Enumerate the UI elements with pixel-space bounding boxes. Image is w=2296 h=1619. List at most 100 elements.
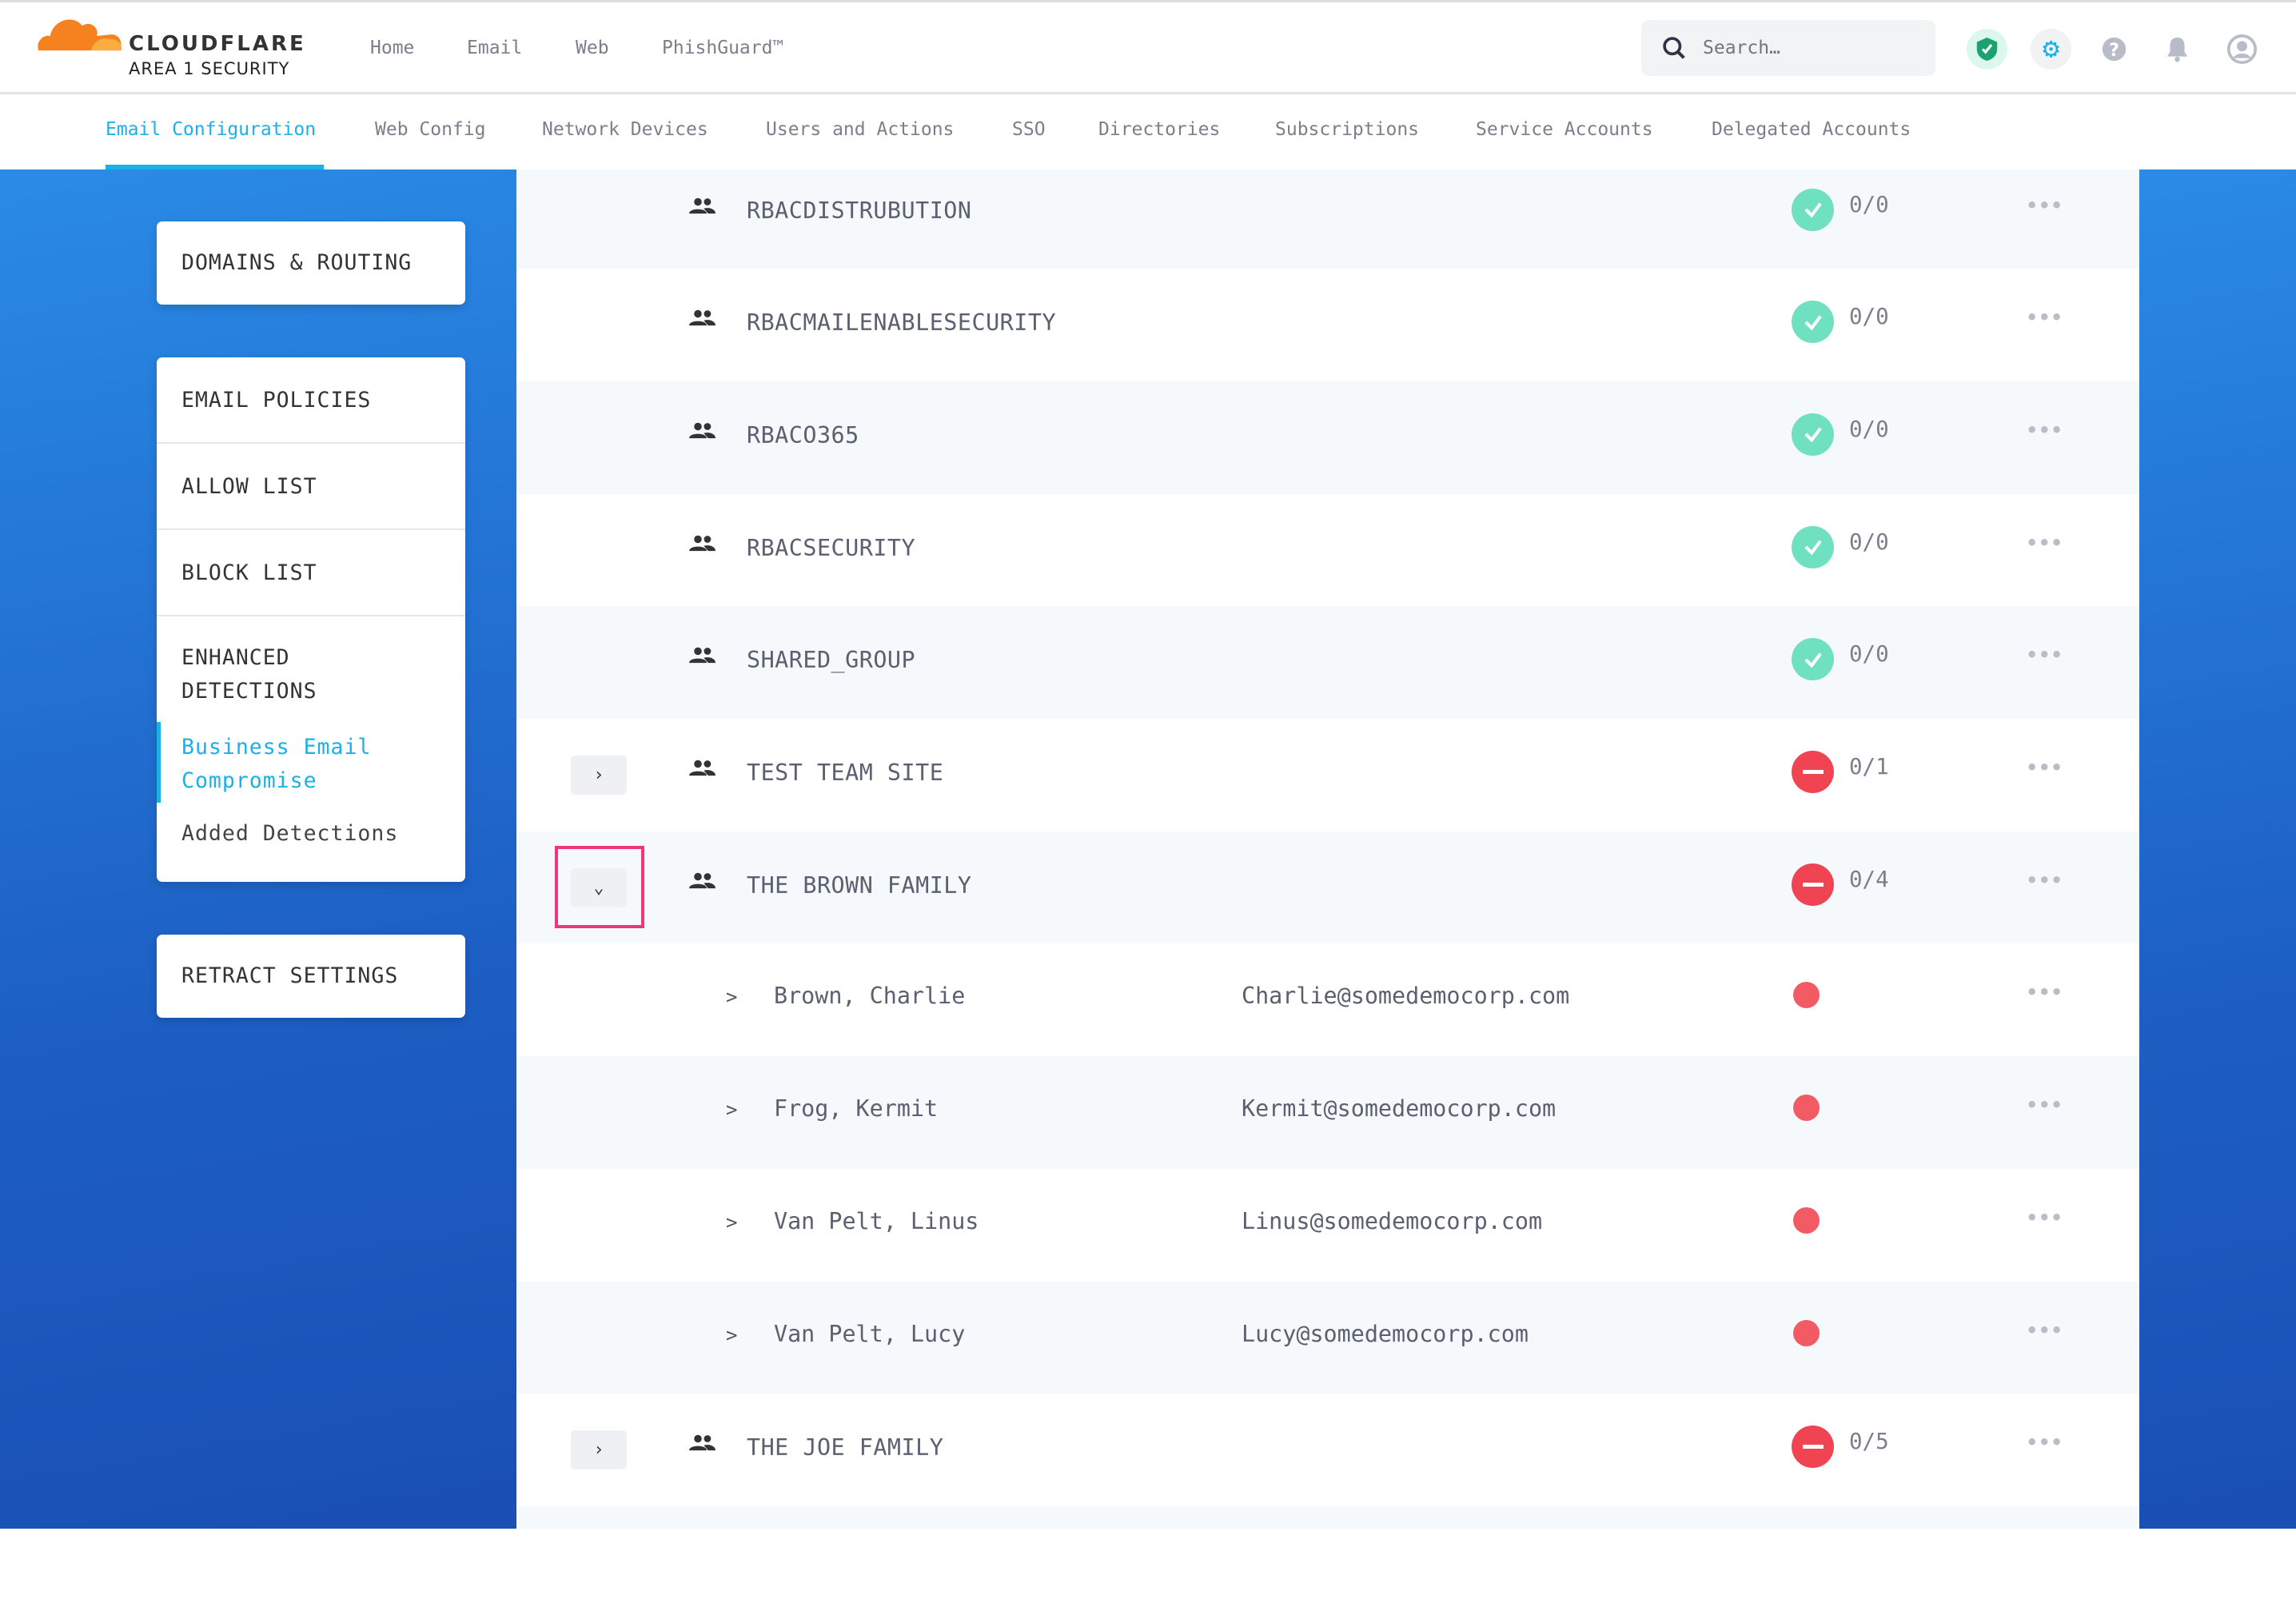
highlight-box [555,845,644,928]
member-row[interactable]: > Van Pelt, Linus Linus@somedemocorp.com ••… [516,1169,2139,1282]
group-icon [689,760,716,780]
group-row[interactable]: RBACDISTRUBUTION 0/0 ••• [516,169,2139,269]
member-row[interactable]: > Frog, Kermit Kermit@somedemocorp.com ••• [516,1056,2139,1169]
status-ok-icon [1792,525,1834,568]
more-options-icon[interactable]: ••• [2025,1203,2063,1231]
tab-delegated-accounts[interactable]: Delegated Accounts [1712,119,1911,140]
nav-home[interactable]: Home [370,38,415,58]
gear-icon[interactable]: ⚙ [2031,29,2071,70]
sidebar-item-retract-settings[interactable]: RETRACT SETTINGS [181,963,399,988]
status-error-dot [1793,1206,1820,1234]
sidebar-item-allow-list[interactable]: ALLOW LIST [181,474,317,499]
status-ok-icon [1792,301,1834,344]
tab-directories[interactable]: Directories [1098,119,1221,140]
page: CLOUDFLARE AREA 1 SECURITY Home Email We… [0,0,2296,1529]
collapse-button[interactable]: ⌄ [571,867,627,907]
chevron-right-icon[interactable]: > [726,986,738,1009]
search-box[interactable] [1641,20,1935,76]
row-content: › TEST TEAM SITE 0/1 ••• [516,719,2139,831]
status-ok-icon [1792,188,1834,231]
nav-phishguard[interactable]: PhishGuard™ [662,38,784,58]
more-options-icon[interactable]: ••• [2025,416,2063,444]
group-name: SHARED_GROUP [747,647,916,674]
group-icon [689,309,716,330]
chevron-right-icon[interactable]: > [726,1099,738,1122]
member-count: 0/0 [1849,528,1889,555]
sidebar-card-policies: EMAIL POLICIES ALLOW LIST BLOCK LIST ENH… [157,357,465,882]
row-content: > Frog, Kermit Kermit@somedemocorp.com ••• [516,1056,2139,1169]
user-avatar-icon[interactable] [2222,29,2262,70]
tab-email-configuration[interactable]: Email Configuration [106,119,317,140]
more-options-icon[interactable]: ••• [2025,866,2063,894]
group-icon [689,647,716,668]
more-options-icon[interactable]: ••• [2025,1429,2063,1457]
brand-name: CLOUDFLARE [129,32,306,56]
tab-sso[interactable]: SSO [1012,119,1046,140]
divider [157,615,465,616]
cloud-logo-icon [38,19,122,51]
bell-icon[interactable] [2157,29,2198,70]
expand-button[interactable]: › [571,1430,627,1470]
group-name: RBACSECURITY [747,534,916,561]
group-name: THE JOE FAMILY [747,1434,944,1461]
more-options-icon[interactable]: ••• [2025,979,2063,1007]
more-options-icon[interactable]: ••• [2025,641,2063,669]
sidebar-item-email-policies[interactable]: EMAIL POLICIES [181,388,372,413]
member-name: Frog, Kermit [774,1095,939,1123]
sidebar-item-domains-routing[interactable]: DOMAINS & ROUTING [181,250,413,275]
sidebar-item-enhanced-detections[interactable]: ENHANCED DETECTIONS [181,641,317,708]
status-error-dot [1793,1095,1820,1122]
group-name: TEST TEAM SITE [747,760,944,786]
nav-email[interactable]: Email [467,38,523,58]
group-row[interactable]: RBACSECURITY 0/0 ••• [516,494,2139,607]
shield-check-icon[interactable] [1967,29,2007,70]
tab-users-and-actions[interactable]: Users and Actions [766,119,955,140]
sidebar-item-block-list[interactable]: BLOCK LIST [181,560,317,585]
nav-web[interactable]: Web [576,38,609,58]
more-options-icon[interactable]: ••• [2025,754,2063,781]
tab-subscriptions[interactable]: Subscriptions [1275,119,1420,140]
sidebar-item-added-detections[interactable]: Added Detections [181,821,399,846]
sidebar-item-business-email-compromise[interactable]: Business Email Compromise [181,731,371,798]
active-indicator [157,722,161,803]
help-icon[interactable]: ? [2094,29,2135,70]
member-email: Kermit@somedemocorp.com [1242,1095,1557,1123]
group-row[interactable]: › TEST TEAM SITE 0/1 ••• [516,719,2139,831]
search-input[interactable] [1703,20,1927,76]
group-row[interactable]: RBACMAILENABLESECURITY 0/0 ••• [516,269,2139,381]
tab-service-accounts[interactable]: Service Accounts [1476,119,1653,140]
group-row[interactable]: SHARED_GROUP 0/0 ••• [516,606,2139,719]
more-options-icon[interactable]: ••• [2025,191,2063,219]
group-row[interactable]: › THE JOE FAMILY 0/5 ••• [516,1394,2139,1506]
tab-web-config[interactable]: Web Config [375,119,486,140]
divider [157,442,465,444]
cloudflare-logo[interactable]: CLOUDFLARE AREA 1 SECURITY [35,11,315,82]
svg-text:?: ? [2109,41,2119,61]
member-row[interactable]: > Van Pelt, Lucy Lucy@somedemocorp.com ••• [516,1281,2139,1394]
more-options-icon[interactable]: ••• [2025,1091,2063,1119]
chevron-down-icon: ⌄ [593,877,604,898]
group-row[interactable]: ⌄ THE BROWN FAMILY 0/4 ••• [516,831,2139,944]
chevron-right-icon[interactable]: > [726,1210,738,1234]
tab-network-devices[interactable]: Network Devices [542,119,708,140]
member-count: 0/0 [1849,304,1889,330]
member-row[interactable]: > Brown, Charlie Charlie@somedemocorp.com •… [516,943,2139,1056]
chevron-right-icon: › [593,1440,604,1461]
expand-button[interactable]: › [571,756,627,795]
group-icon [689,872,716,893]
row-content: ⌄ THE BROWN FAMILY 0/4 ••• [516,831,2139,944]
more-options-icon[interactable]: ••• [2025,1316,2063,1344]
member-name: Van Pelt, Lucy [774,1320,966,1347]
sidebar-card-retract[interactable]: RETRACT SETTINGS [157,935,465,1018]
active-tab-indicator [106,165,324,169]
more-options-icon[interactable]: ••• [2025,528,2063,556]
sidebar-card-domains[interactable]: DOMAINS & ROUTING [157,221,465,305]
group-name: RBACO365 [747,421,859,449]
group-row[interactable]: RBACO365 0/0 ••• [516,381,2139,494]
member-count: 0/4 [1849,866,1889,892]
more-options-icon[interactable]: ••• [2025,304,2063,332]
chevron-right-icon[interactable]: > [726,1323,738,1346]
group-name: RBACMAILENABLESECURITY [747,309,1057,337]
status-error-icon [1792,863,1834,906]
member-count: 0/0 [1849,191,1889,217]
